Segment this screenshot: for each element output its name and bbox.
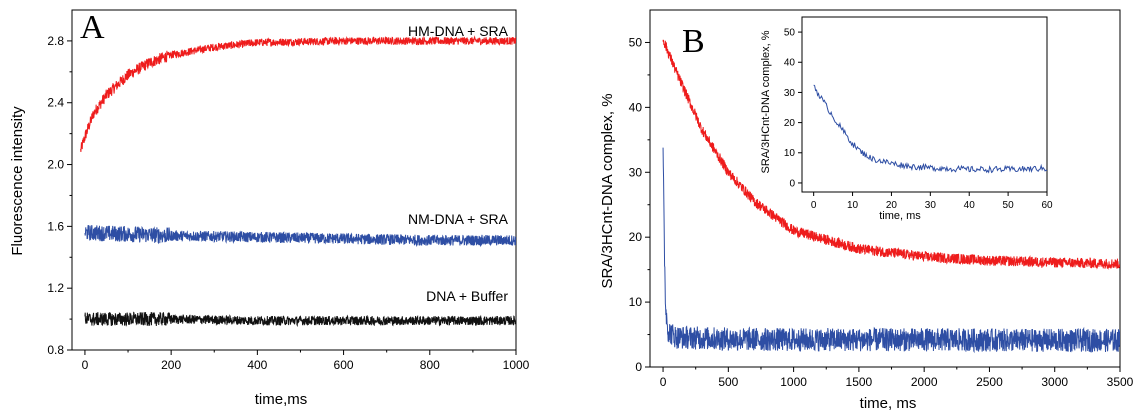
panel-b-xtick-label: 3000 (1041, 375, 1068, 389)
annotation-dna-buffer: DNA + Buffer (426, 288, 508, 304)
inset-frame (801, 16, 1048, 193)
panel-a-ytick-label: 0.8 (47, 343, 64, 357)
panel-a-ytick-label: 1.2 (47, 281, 64, 295)
panel-b-series-series-1 (662, 147, 1120, 354)
inset-xtick-label: 60 (1041, 200, 1053, 211)
panel-b-ytick-label: 50 (629, 35, 643, 49)
panel-a-ytick-label: 2.0 (47, 158, 64, 172)
panel-b-frame (649, 9, 1121, 368)
inset-ylabel: SRA/3HCnt-DNA complex, % (760, 30, 772, 173)
panel-a-series-hm-dna-sra (80, 35, 516, 153)
panel-a-xtick-label: 600 (334, 358, 354, 372)
panel-b-ytick-label: 0 (635, 360, 642, 374)
panel-a-chart: Fluorescence intensity time,ms A HM-DNA … (9, 9, 530, 408)
panel-a-ytick-label: 2.4 (47, 96, 64, 110)
panel-b-inset-chart: SRA/3HCnt-DNA complex, % time, ms 0 10 20 3… (760, 16, 1053, 222)
panel-b-ytick-label: 10 (629, 295, 643, 309)
panel-a-xtick-label: 200 (161, 358, 181, 372)
inset-ytick-label: 50 (784, 27, 796, 38)
panel-b-series-series-0 (662, 39, 1120, 270)
panel-a-letter: A (80, 9, 105, 46)
panel-b-ytick-label: 40 (629, 100, 643, 114)
inset-xtick-label: 40 (964, 200, 976, 211)
inset-background (802, 17, 1047, 192)
panel-b-xtick-label: 2000 (911, 375, 938, 389)
inset-series-series-0 (813, 84, 1047, 174)
panel-a-ylabel: Fluorescence intensity (9, 106, 26, 256)
panel-b-ytick-label: 20 (629, 230, 643, 244)
panel-b-xtick-label: 1000 (780, 375, 807, 389)
inset-ytick-label: 20 (784, 118, 796, 129)
panel-a-series-nm-dna-sra (84, 225, 516, 248)
panel-a-series-dna-buffer (84, 311, 516, 328)
inset-xlabel: time, ms (879, 210, 921, 222)
annotation-hm-dna-sra: HM-DNA + SRA (408, 23, 509, 39)
panel-a-xtick-label: 800 (420, 358, 440, 372)
panel-b-xtick-label: 0 (660, 375, 667, 389)
annotation-nm-dna-sra: NM-DNA + SRA (408, 211, 509, 227)
panel-a-xtick-label: 0 (82, 358, 89, 372)
inset-xtick-label: 10 (847, 200, 859, 211)
inset-ytick-label: 10 (784, 148, 796, 159)
inset-ytick-label: 0 (789, 178, 795, 189)
inset-ytick-label: 40 (784, 58, 796, 69)
panel-a-frame (71, 9, 517, 351)
panel-b-xtick-label: 3500 (1107, 375, 1133, 389)
inset-xtick-label: 50 (1003, 200, 1015, 211)
panel-b-xlabel: time, ms (860, 395, 917, 412)
panel-a-xtick-label: 1000 (503, 358, 530, 372)
panel-b-ytick-label: 30 (629, 165, 643, 179)
panel-a-ytick-label: 1.6 (47, 219, 64, 233)
panel-b-letter: B (682, 23, 705, 60)
panel-b-xtick-label: 1500 (846, 375, 873, 389)
panel-a-xtick-label: 400 (247, 358, 267, 372)
panel-b-chart: SRA/3HCnt-DNA complex, % time, ms B 0 500… (599, 9, 1133, 412)
inset-xtick-label: 0 (811, 200, 817, 211)
panel-b-ylabel: SRA/3HCnt-DNA complex, % (599, 93, 616, 288)
panel-a-ytick-label: 2.8 (47, 34, 64, 48)
panel-b-xtick-label: 2500 (976, 375, 1003, 389)
inset-xtick-label: 20 (886, 200, 898, 211)
panel-a-xlabel: time,ms (255, 391, 308, 408)
inset-ytick-label: 30 (784, 88, 796, 99)
panel-b-xtick-label: 500 (718, 375, 738, 389)
inset-xtick-label: 30 (925, 200, 937, 211)
